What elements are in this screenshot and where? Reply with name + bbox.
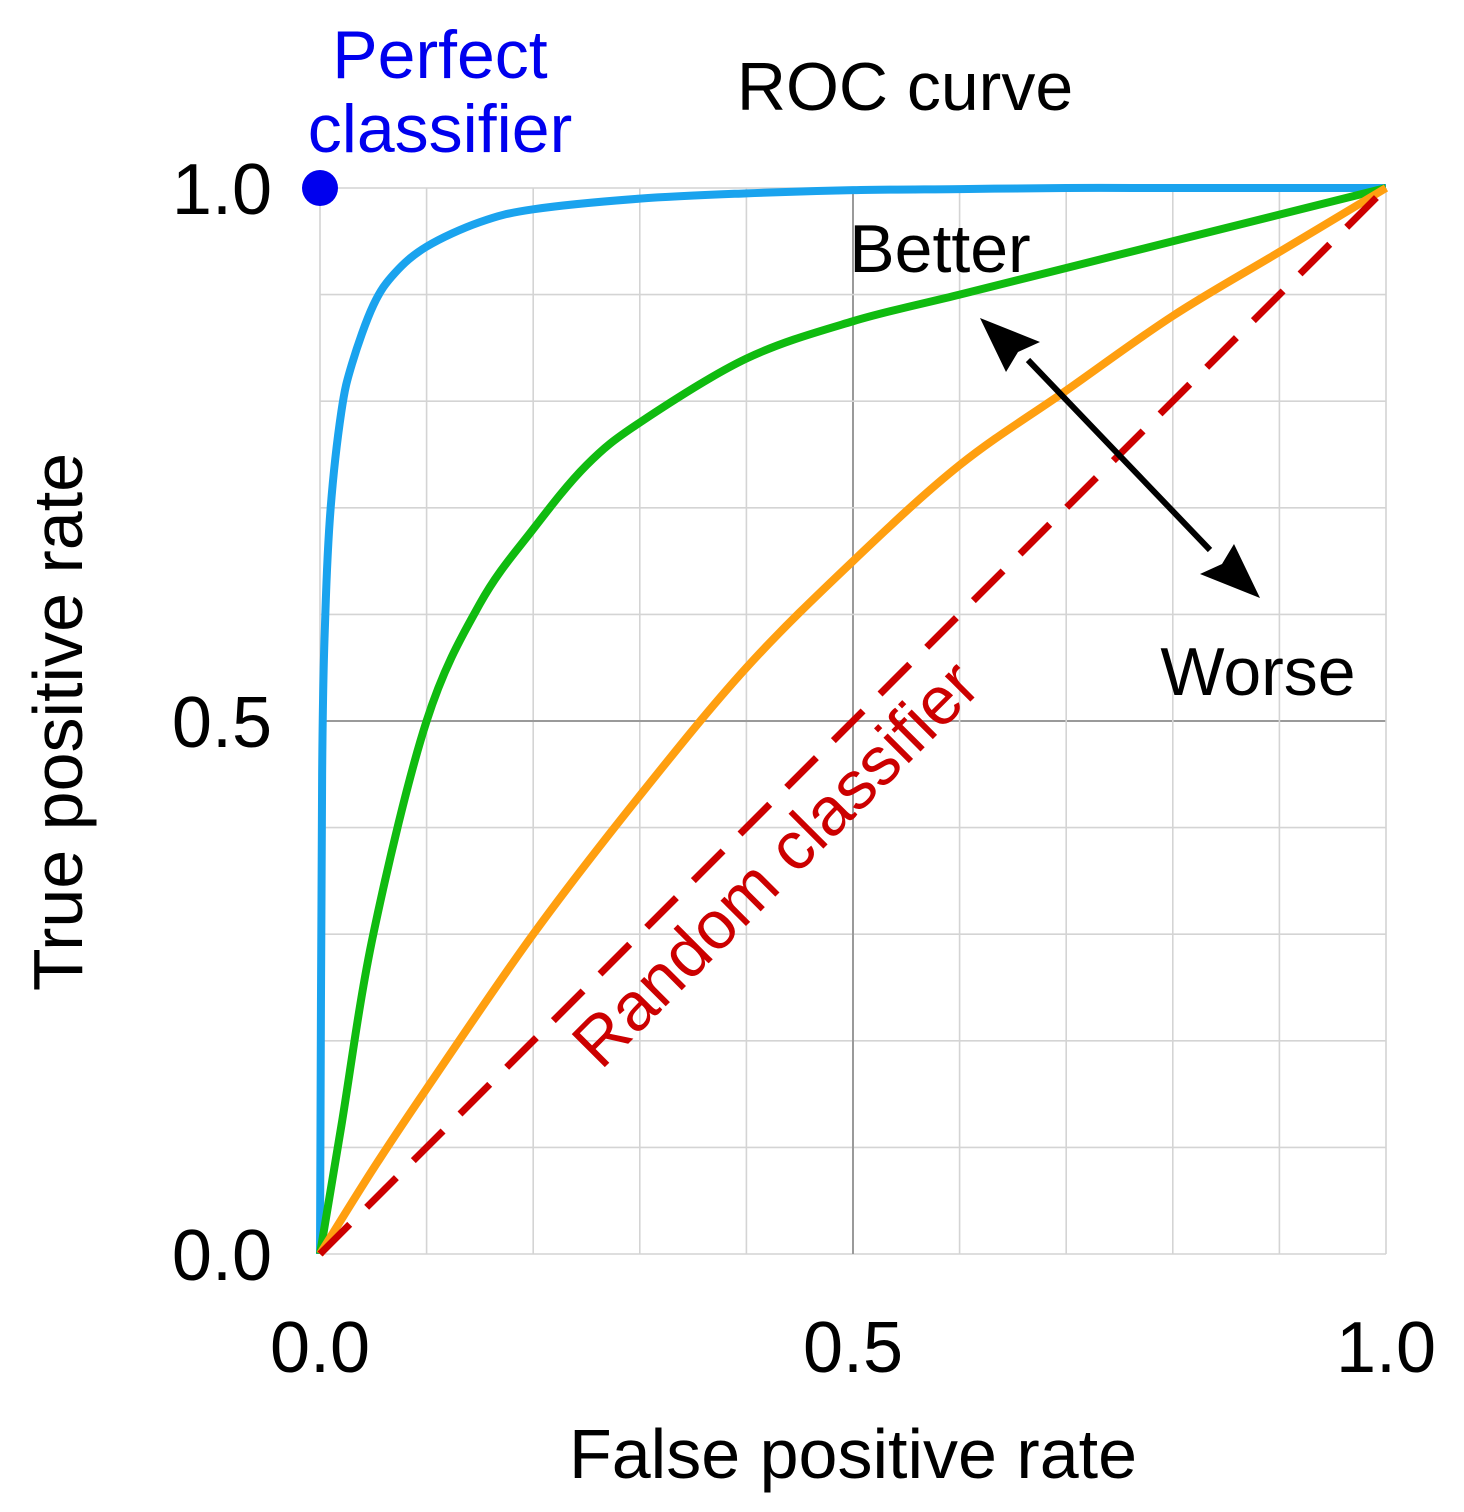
x-tick-label: 1.0 bbox=[1336, 1308, 1436, 1388]
roc-curve-2 bbox=[316, 184, 1387, 1255]
better-label: Better bbox=[849, 211, 1030, 287]
worse-label: Worse bbox=[1160, 634, 1355, 710]
random-classifier-label: Random classifier bbox=[558, 646, 994, 1082]
perfect-classifier-label-line2: classifier bbox=[308, 91, 573, 167]
roc-curve-3 bbox=[316, 184, 1389, 1257]
roc-curve-1 bbox=[316, 183, 1386, 1255]
x-axis-label: False positive rate bbox=[569, 1415, 1137, 1493]
y-tick-labels: 0.0 0.5 1.0 bbox=[172, 150, 272, 1296]
series-group bbox=[316, 183, 1389, 1257]
chart-title: ROC curve bbox=[737, 49, 1073, 125]
random-classifier-line bbox=[317, 185, 1389, 1257]
y-tick-label: 1.0 bbox=[172, 150, 272, 230]
perfect-classifier-label-line1: Perfect bbox=[332, 17, 548, 93]
perfect-classifier-point bbox=[302, 170, 338, 206]
y-axis-label: True positive rate bbox=[19, 453, 97, 991]
y-tick-label: 0.0 bbox=[172, 1216, 272, 1296]
y-tick-label: 0.5 bbox=[172, 683, 272, 763]
better-worse-arrow bbox=[980, 318, 1260, 598]
x-tick-labels: 0.0 0.5 1.0 bbox=[270, 1308, 1436, 1388]
x-tick-label: 0.0 bbox=[270, 1308, 370, 1388]
x-tick-label: 0.5 bbox=[803, 1308, 903, 1388]
